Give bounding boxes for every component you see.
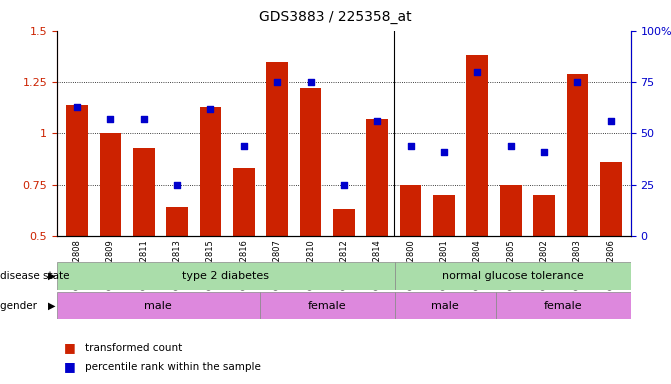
Bar: [566, 74, 588, 236]
Point: [238, 143, 249, 149]
Bar: [395, 292, 496, 319]
Text: disease state: disease state: [0, 271, 72, 281]
Bar: [166, 207, 188, 236]
Text: female: female: [544, 301, 582, 311]
Point: [439, 149, 450, 155]
Point: [172, 182, 183, 188]
Point: [338, 182, 349, 188]
Bar: [496, 292, 631, 319]
Point: [405, 143, 416, 149]
Text: female: female: [308, 301, 346, 311]
Point: [72, 104, 83, 110]
Bar: [66, 105, 88, 236]
Bar: [400, 185, 421, 236]
Bar: [266, 61, 288, 236]
Bar: [433, 195, 455, 236]
Point: [605, 118, 616, 124]
Text: gender: gender: [0, 301, 40, 311]
Text: percentile rank within the sample: percentile rank within the sample: [85, 362, 261, 372]
Bar: [600, 162, 621, 236]
Point: [305, 79, 316, 85]
Text: ■: ■: [64, 360, 76, 373]
Point: [205, 106, 216, 112]
Point: [472, 69, 482, 75]
Bar: [57, 292, 260, 319]
Text: ■: ■: [64, 341, 76, 354]
Bar: [260, 292, 395, 319]
Text: normal glucose tolerance: normal glucose tolerance: [442, 271, 584, 281]
Point: [138, 116, 149, 122]
Bar: [366, 119, 388, 236]
Point: [372, 118, 382, 124]
Point: [105, 116, 116, 122]
Text: type 2 diabetes: type 2 diabetes: [183, 271, 269, 281]
Point: [539, 149, 550, 155]
Text: ▶: ▶: [48, 271, 55, 281]
Text: male: male: [431, 301, 459, 311]
Bar: [500, 185, 521, 236]
Text: GDS3883 / 225358_at: GDS3883 / 225358_at: [259, 10, 412, 23]
Bar: [466, 55, 488, 236]
Point: [272, 79, 282, 85]
Text: ▶: ▶: [48, 301, 55, 311]
Bar: [233, 168, 255, 236]
Text: transformed count: transformed count: [85, 343, 183, 353]
Bar: [133, 148, 154, 236]
Bar: [99, 134, 121, 236]
Bar: [200, 107, 221, 236]
Text: male: male: [144, 301, 172, 311]
Bar: [333, 209, 355, 236]
Point: [505, 143, 516, 149]
Bar: [533, 195, 555, 236]
Bar: [300, 88, 321, 236]
Point: [572, 79, 582, 85]
Bar: [395, 262, 631, 290]
Bar: [57, 262, 395, 290]
